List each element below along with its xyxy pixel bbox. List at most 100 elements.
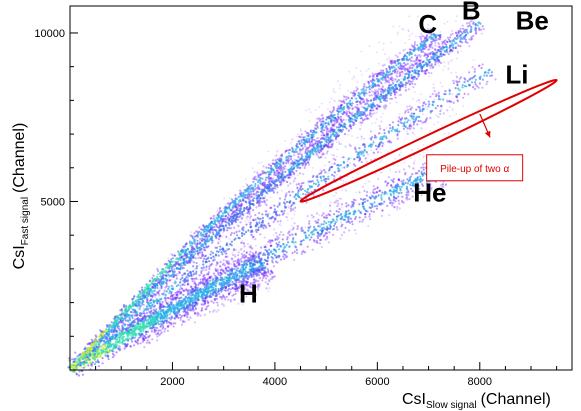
band-point xyxy=(130,334,133,337)
band-point xyxy=(235,274,239,277)
band-point xyxy=(238,275,241,278)
band-point xyxy=(391,202,395,205)
band-point xyxy=(257,274,261,277)
band-point xyxy=(136,321,139,324)
band-point xyxy=(105,340,108,343)
band-point xyxy=(181,320,185,323)
band-point xyxy=(329,166,332,169)
band-point xyxy=(474,81,477,84)
band-point xyxy=(421,174,424,177)
band-point xyxy=(206,299,209,302)
band-point xyxy=(150,309,153,312)
band-point xyxy=(244,276,247,279)
band-point xyxy=(95,345,98,349)
band-point xyxy=(183,320,186,323)
band-point xyxy=(156,326,159,330)
band-point xyxy=(405,197,408,200)
band-point xyxy=(208,265,211,268)
band-point xyxy=(347,204,350,207)
band-point xyxy=(417,72,420,75)
band-point xyxy=(490,74,494,77)
band-point xyxy=(210,257,213,260)
band-point xyxy=(442,46,445,49)
band-point xyxy=(135,314,138,317)
band-point xyxy=(180,287,183,290)
band-point xyxy=(271,277,274,280)
band-point xyxy=(319,238,323,241)
band-point xyxy=(270,270,273,273)
band-point xyxy=(91,361,94,364)
band-point xyxy=(215,250,219,253)
band-point xyxy=(231,287,235,290)
band-point xyxy=(266,257,270,260)
band-point xyxy=(236,215,239,218)
band-point xyxy=(198,282,201,285)
band-point xyxy=(133,314,137,317)
band-point xyxy=(411,190,414,193)
band-point xyxy=(252,272,255,276)
band-point xyxy=(175,312,178,315)
band-point xyxy=(191,307,194,310)
band-point xyxy=(354,211,357,214)
band-point xyxy=(420,64,423,67)
band-point xyxy=(456,100,460,103)
band-point xyxy=(433,193,436,197)
band-point xyxy=(209,292,212,295)
band-point xyxy=(294,241,297,244)
band-point xyxy=(448,100,451,103)
band-point xyxy=(296,192,299,195)
band-point xyxy=(473,74,477,77)
band-point xyxy=(190,297,193,300)
band-point xyxy=(446,51,449,54)
band-point xyxy=(474,83,477,86)
band-point xyxy=(486,80,489,83)
band-point xyxy=(67,366,70,369)
band-point xyxy=(242,242,245,245)
band-point xyxy=(219,278,222,282)
band-point xyxy=(336,204,339,208)
band-point xyxy=(219,265,222,268)
band-point xyxy=(142,310,145,313)
band-point xyxy=(257,228,260,232)
band-point xyxy=(214,297,217,300)
band-point xyxy=(345,202,348,205)
band-point xyxy=(219,284,222,287)
band-point xyxy=(211,241,214,244)
band-point xyxy=(300,226,303,229)
band-point xyxy=(380,120,383,123)
band-point xyxy=(93,353,96,356)
band-point xyxy=(390,184,393,187)
band-point xyxy=(313,240,316,243)
band-point xyxy=(328,160,331,164)
band-point xyxy=(340,233,343,237)
band-point xyxy=(282,248,285,251)
band-point xyxy=(261,216,264,220)
band-point xyxy=(269,278,272,281)
band-point xyxy=(441,183,444,186)
band-point xyxy=(460,76,463,79)
band-point xyxy=(275,260,278,263)
band-point xyxy=(159,311,162,314)
band-point xyxy=(106,354,109,357)
band-point xyxy=(395,101,398,104)
band-point xyxy=(452,101,455,104)
band-point xyxy=(215,276,218,279)
band-point xyxy=(331,143,334,146)
band-point xyxy=(160,320,163,323)
band-point xyxy=(240,241,243,244)
band-point xyxy=(283,249,286,253)
band-point xyxy=(111,333,114,336)
band-point xyxy=(245,288,248,291)
band-point xyxy=(228,281,231,284)
band-point xyxy=(229,300,232,303)
band-point xyxy=(176,294,179,297)
band-point xyxy=(361,150,364,153)
band-point xyxy=(477,86,480,89)
band-point xyxy=(416,178,419,181)
band-point xyxy=(419,108,422,111)
band-point xyxy=(306,151,309,154)
band-point xyxy=(261,213,264,216)
band-point xyxy=(138,319,141,322)
band-point xyxy=(100,348,103,351)
band-point xyxy=(286,180,289,184)
